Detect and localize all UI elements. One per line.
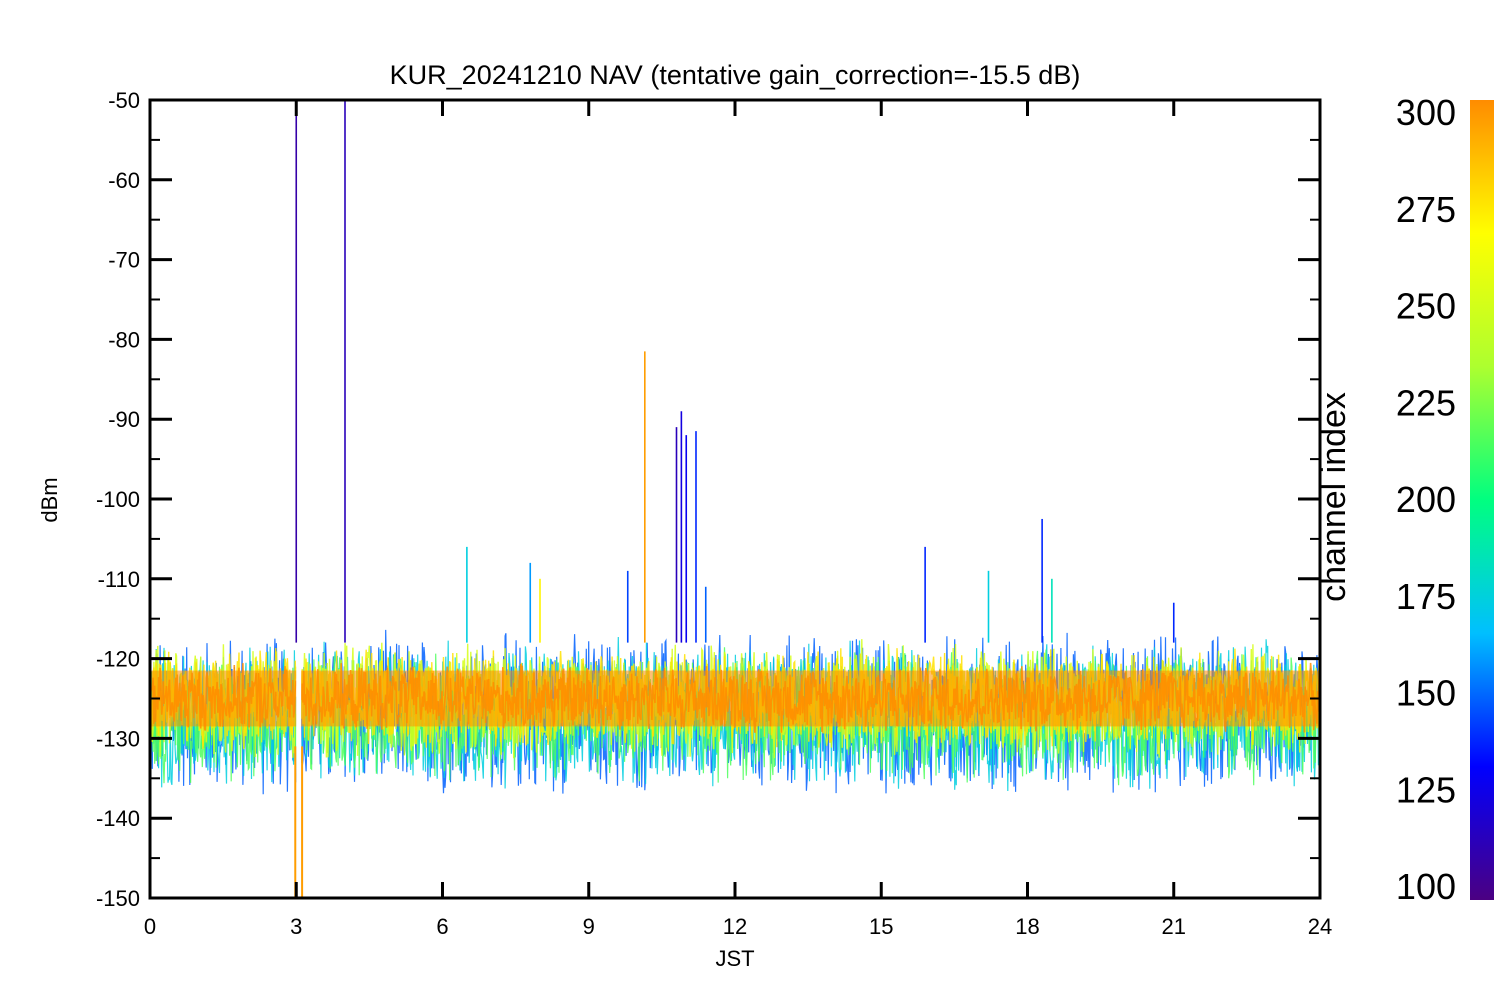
colorbar-tick-label: 225 xyxy=(1396,382,1456,423)
x-tick-label: 21 xyxy=(1162,914,1186,939)
colorbar-tick-label: 175 xyxy=(1396,576,1456,617)
x-tick-label: 15 xyxy=(869,914,893,939)
y-axis-label: dBm xyxy=(37,477,62,522)
x-tick-label: 3 xyxy=(290,914,302,939)
y-tick-label: -70 xyxy=(108,248,140,273)
noise-core-band xyxy=(150,670,1320,727)
x-tick-label: 9 xyxy=(583,914,595,939)
y-tick-label: -140 xyxy=(96,806,140,831)
colorbar-tick-label: 250 xyxy=(1396,286,1456,327)
colorbar-tick-label: 300 xyxy=(1396,92,1456,133)
data-gap xyxy=(296,100,302,898)
y-tick-label: -150 xyxy=(96,886,140,911)
y-tick-label: -100 xyxy=(96,487,140,512)
colorbar-tick-labels: 300 275 250 225 200 175 150 125 100 xyxy=(1396,92,1456,907)
plot-area xyxy=(150,100,1320,898)
x-axis-label: JST xyxy=(715,946,754,971)
colorbar-tick-label: 100 xyxy=(1396,866,1456,907)
y-tick-label: -80 xyxy=(108,327,140,352)
colorbar-tick-label: 275 xyxy=(1396,189,1456,230)
colorbar-tick-label: 125 xyxy=(1396,769,1456,810)
x-tick-label: 24 xyxy=(1308,914,1332,939)
y-tick-label: -130 xyxy=(96,726,140,751)
colorbar-tick-label: 200 xyxy=(1396,479,1456,520)
plot-layer xyxy=(150,100,1320,898)
y-tick-label: -120 xyxy=(96,647,140,672)
colorbar-label: channel index xyxy=(1315,392,1353,602)
y-tick-label: -90 xyxy=(108,407,140,432)
tick-marks xyxy=(148,98,1322,900)
x-tick-label: 0 xyxy=(144,914,156,939)
y-tick-label: -50 xyxy=(108,88,140,113)
x-tick-label: 12 xyxy=(723,914,747,939)
y-tick-label: -110 xyxy=(98,567,140,592)
x-tick-label: 6 xyxy=(436,914,448,939)
x-tick-label: 18 xyxy=(1015,914,1039,939)
colorbar xyxy=(1470,100,1494,900)
y-tick-labels: -50 -60 -70 -80 -90 -100 -110 -120 -130 … xyxy=(96,88,140,911)
x-tick-labels: 0 3 6 9 12 15 18 21 24 xyxy=(144,914,1332,939)
y-tick-label: -60 xyxy=(108,168,140,193)
chart-title: KUR_20241210 NAV (tentative gain_correct… xyxy=(390,60,1081,90)
colorbar-tick-label: 150 xyxy=(1396,673,1456,714)
